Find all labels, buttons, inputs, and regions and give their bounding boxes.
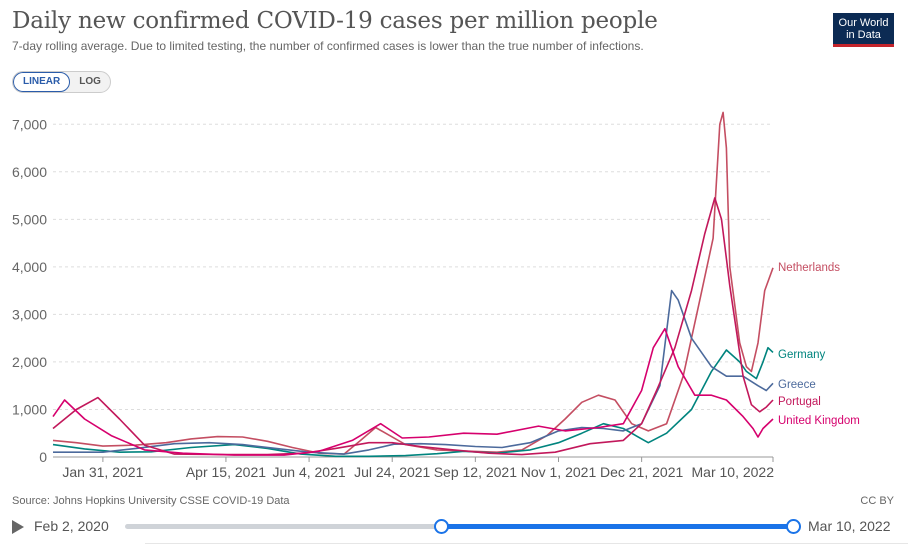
y-tick-label: 7,000	[12, 116, 47, 132]
series-line	[53, 289, 774, 455]
timeline-end-handle[interactable]	[786, 519, 801, 534]
x-tick-label: Dec 21, 2021	[600, 464, 683, 480]
timeline-selected-range	[440, 524, 793, 529]
logo-line-2: in Data	[846, 29, 881, 41]
series-line	[52, 197, 774, 456]
series-label: Portugal	[778, 396, 821, 408]
source-note: Source: Johns Hopkins University CSSE CO…	[12, 495, 290, 507]
series-label: Greece	[778, 379, 816, 391]
y-tick-label: 1,000	[12, 401, 47, 417]
timeline: Feb 2, 2020 Mar 10, 2022	[0, 512, 908, 542]
x-tick-label: Nov 1, 2021	[521, 464, 597, 480]
timeline-end-label: Mar 10, 2022	[808, 518, 891, 534]
series-line	[52, 327, 774, 456]
y-tick-label: 2,000	[12, 354, 47, 370]
y-tick-label: 4,000	[12, 259, 47, 275]
y-tick-label: 6,000	[12, 164, 47, 180]
series-line	[52, 111, 774, 455]
x-tick-label: Jun 4, 2021	[272, 464, 345, 480]
series-line	[52, 346, 774, 458]
series-label: United Kingdom	[778, 415, 860, 427]
x-tick-label: Mar 10, 2022	[692, 464, 775, 480]
y-tick-label: 0	[39, 449, 47, 465]
play-icon[interactable]	[12, 520, 24, 534]
timeline-track[interactable]	[125, 524, 793, 529]
logo-line-1: Our World	[838, 17, 889, 29]
license-link[interactable]: CC BY	[860, 495, 894, 507]
x-tick-label: Sep 12, 2021	[434, 464, 518, 480]
x-tick-label: Jul 24, 2021	[354, 464, 430, 480]
y-tick-label: 5,000	[12, 211, 47, 227]
log-scale-button[interactable]: LOG	[79, 76, 101, 87]
series-label: Netherlands	[778, 262, 840, 274]
x-tick-label: Jan 31, 2021	[62, 464, 143, 480]
timeline-start-label: Feb 2, 2020	[34, 518, 109, 534]
timeline-start-handle[interactable]	[433, 519, 449, 534]
series-label: Germany	[778, 349, 826, 361]
owid-logo[interactable]: Our World in Data	[833, 13, 894, 47]
chart-subtitle: 7-day rolling average. Due to limited te…	[12, 39, 644, 53]
footer-divider	[145, 543, 908, 544]
chart-title: Daily new confirmed COVID-19 cases per m…	[12, 8, 658, 34]
y-tick-label: 3,000	[12, 306, 47, 322]
linear-scale-button[interactable]: LINEAR	[13, 72, 71, 92]
x-tick-label: Apr 15, 2021	[186, 464, 266, 480]
scale-toggle: LINEAR LOG	[12, 71, 111, 93]
